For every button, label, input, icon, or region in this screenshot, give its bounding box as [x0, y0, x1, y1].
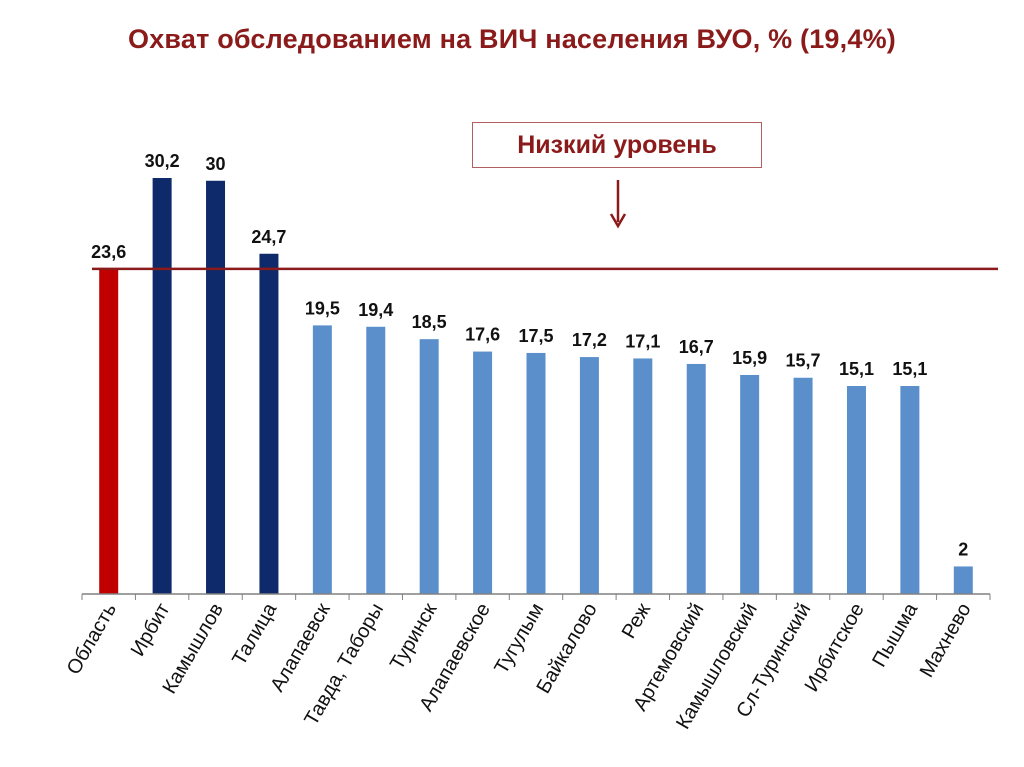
annotation-text: Низкий уровень	[517, 131, 717, 159]
bar	[312, 325, 332, 594]
category-label: Тугулым	[490, 600, 548, 678]
category-label: Пышма	[868, 599, 922, 671]
bar	[793, 377, 813, 594]
value-label: 23,6	[91, 242, 126, 262]
bar	[740, 374, 760, 594]
bar	[526, 352, 546, 594]
category-label: Туринск	[386, 599, 442, 673]
x-axis-ticks	[81, 594, 991, 600]
bar	[579, 357, 599, 594]
value-label: 15,7	[786, 351, 821, 371]
value-label: 24,7	[251, 227, 286, 247]
bar	[366, 326, 386, 594]
bar	[473, 351, 493, 594]
bar	[846, 386, 866, 594]
category-label: Талица	[228, 599, 281, 670]
arrow-down-icon	[609, 180, 627, 229]
value-labels-layer: 23,6 30,2 30 24,7 19,5 19,4 18,5 17,6 17,5 17,2 17…	[91, 151, 968, 559]
category-label: Махнево	[916, 600, 976, 682]
value-label: 30	[206, 154, 226, 174]
bars-layer	[99, 178, 973, 594]
category-label: Ирбит	[127, 600, 175, 661]
bar	[419, 339, 439, 594]
bar	[953, 566, 973, 594]
value-label: 15,1	[839, 359, 874, 379]
bar	[633, 358, 653, 594]
bar	[259, 253, 279, 594]
bar	[206, 180, 226, 594]
value-label: 19,4	[358, 300, 393, 320]
value-label: 17,5	[518, 326, 553, 346]
value-label: 16,7	[679, 337, 714, 357]
value-label: 17,2	[572, 330, 607, 350]
value-label: 17,1	[625, 331, 660, 351]
value-label: 2	[958, 539, 968, 559]
annotation-box: Низкий уровень	[472, 122, 762, 168]
value-label: 18,5	[412, 312, 447, 332]
bar	[152, 178, 172, 594]
bar	[686, 363, 706, 594]
value-label: 15,1	[892, 359, 927, 379]
chart-title: Охват обследованием на ВИЧ населения ВУО…	[128, 24, 896, 54]
bar	[99, 268, 119, 594]
bar	[900, 386, 920, 594]
value-label: 19,5	[305, 298, 340, 318]
value-label: 30,2	[145, 151, 180, 171]
value-label: 17,6	[465, 325, 500, 345]
category-label: Область	[63, 600, 121, 679]
value-label: 15,9	[732, 348, 767, 368]
category-label: Реж	[618, 599, 656, 642]
